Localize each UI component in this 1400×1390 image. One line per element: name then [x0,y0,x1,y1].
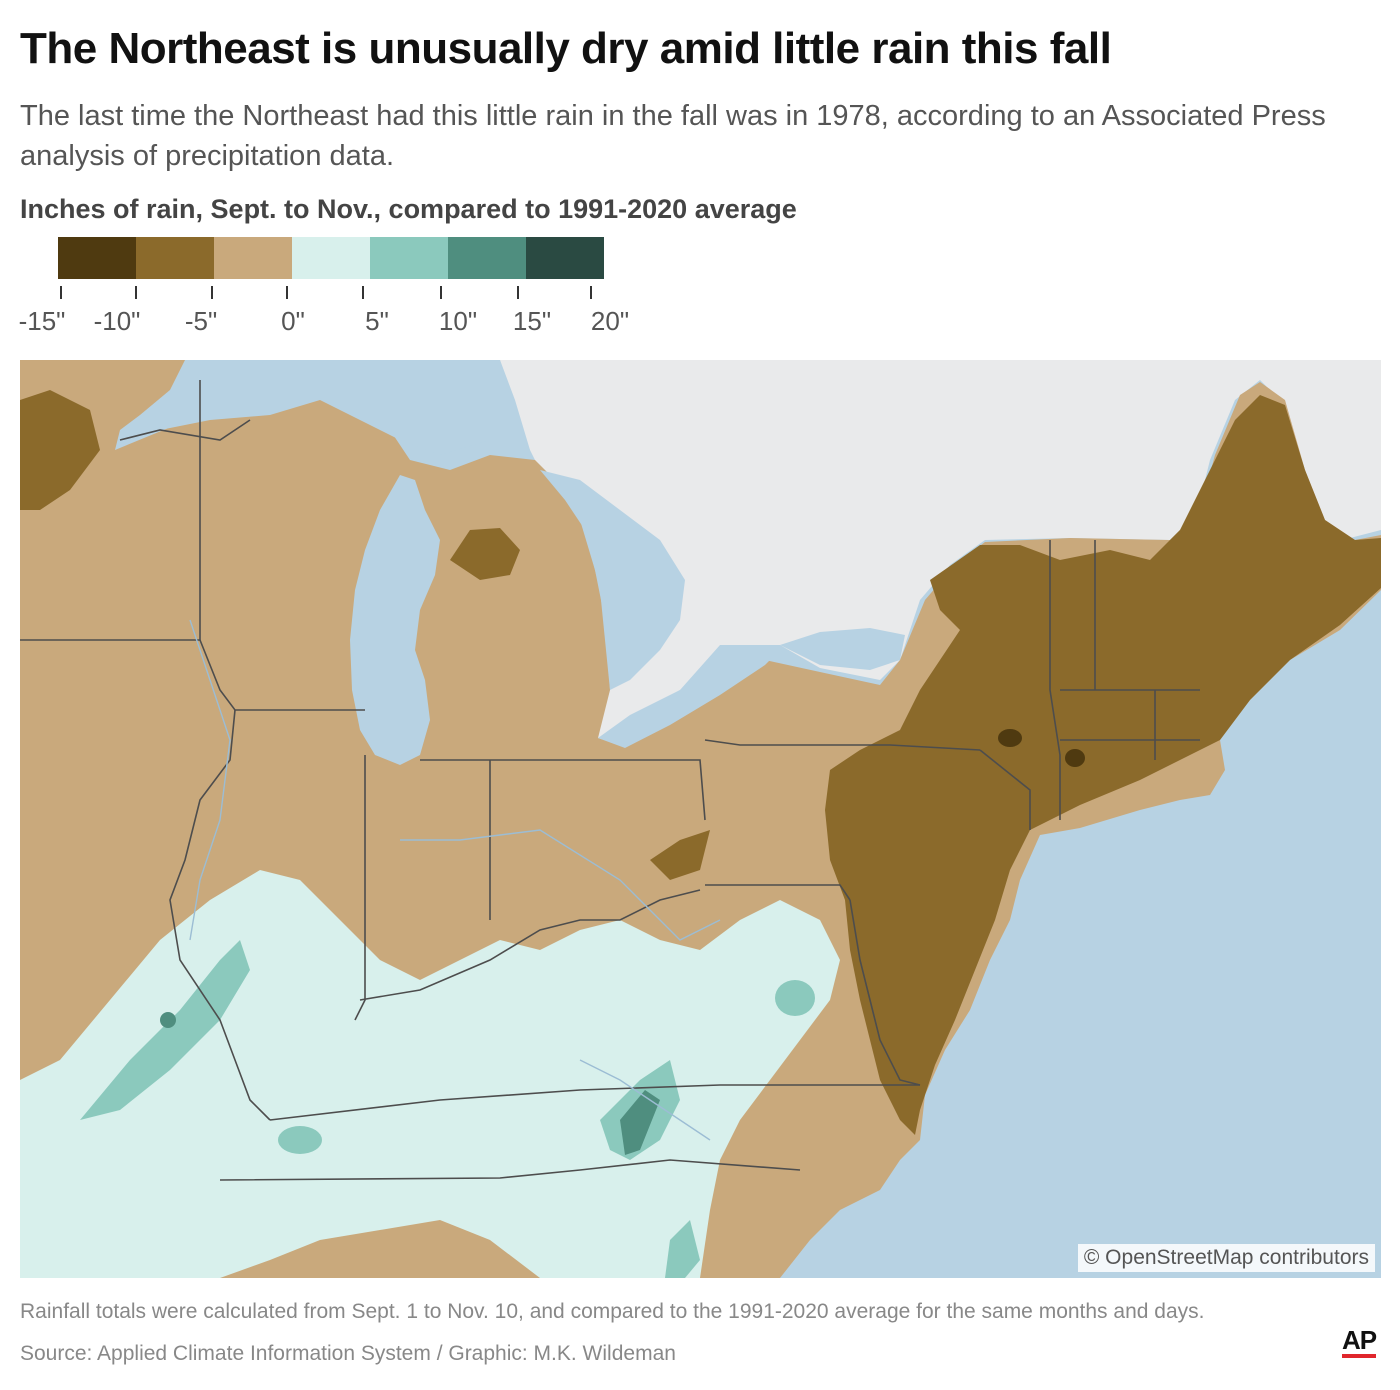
very-dry-spot [1065,749,1085,767]
legend-swatch [292,237,370,279]
map-attribution[interactable]: © OpenStreetMap contributors [1077,1244,1375,1272]
legend-tick [590,286,592,299]
wetter-spot [775,980,815,1016]
lake-huron [540,470,685,690]
source-credit: Source: Applied Climate Information Syst… [20,1342,676,1365]
wettest-spot [160,1012,176,1028]
legend-tick-label: -5" [184,306,218,336]
legend-tick [211,286,213,299]
legend-tick-label: 5" [365,306,389,336]
legend-tick [60,286,62,299]
page-title: The Northeast is unusually dry amid litt… [20,24,1112,73]
legend-labels: -15" -10" -5" 0" 5" 10" 15" 20" [0,306,700,346]
legend-swatch [526,237,604,279]
legend-swatch [58,237,136,279]
legend-tick-label: 20" [590,306,630,336]
legend-tick [286,286,288,299]
lake-ontario [780,628,905,670]
legend-tick-label: 0" [281,306,305,336]
footnote: Rainfall totals were calculated from Sep… [20,1300,1205,1323]
legend-swatch [448,237,526,279]
lake-superior [160,360,530,455]
legend-swatch [136,237,214,279]
wetter-region [80,940,250,1120]
ap-logo: AP [1342,1326,1377,1358]
wetter-region [665,1220,700,1278]
legend-swatch [370,237,448,279]
rivers [189,619,721,1141]
lake-michigan [350,475,440,765]
legend-tick-label: -15" [18,306,66,336]
legend-title: Inches of rain, Sept. to Nov., compared … [20,194,797,224]
legend-ticks [0,286,700,300]
precipitation-map[interactable]: © OpenStreetMap contributors [20,360,1381,1278]
wetter-spot [278,1126,322,1154]
dry-patch [20,390,100,510]
legend-tick-label: 15" [512,306,552,336]
legend-color-scale [58,237,604,279]
subtitle: The last time the Northeast had this lit… [20,100,1326,172]
map-svg [20,360,1381,1278]
legend-tick [517,286,519,299]
canada-region [500,360,1381,740]
northeast-dry-zone [825,395,1381,1135]
dry-patch [650,830,710,880]
lake-erie [598,650,780,748]
dry-patch [450,528,520,580]
wettest-region [620,1090,660,1155]
legend-swatch [214,237,292,279]
legend-tick [135,286,137,299]
state-borders [20,380,1200,1181]
legend-tick-label: 10" [438,306,478,336]
legend-tick-label: -10" [93,306,141,336]
legend-tick [362,286,364,299]
legend-tick [440,286,442,299]
very-dry-spot [998,729,1022,747]
